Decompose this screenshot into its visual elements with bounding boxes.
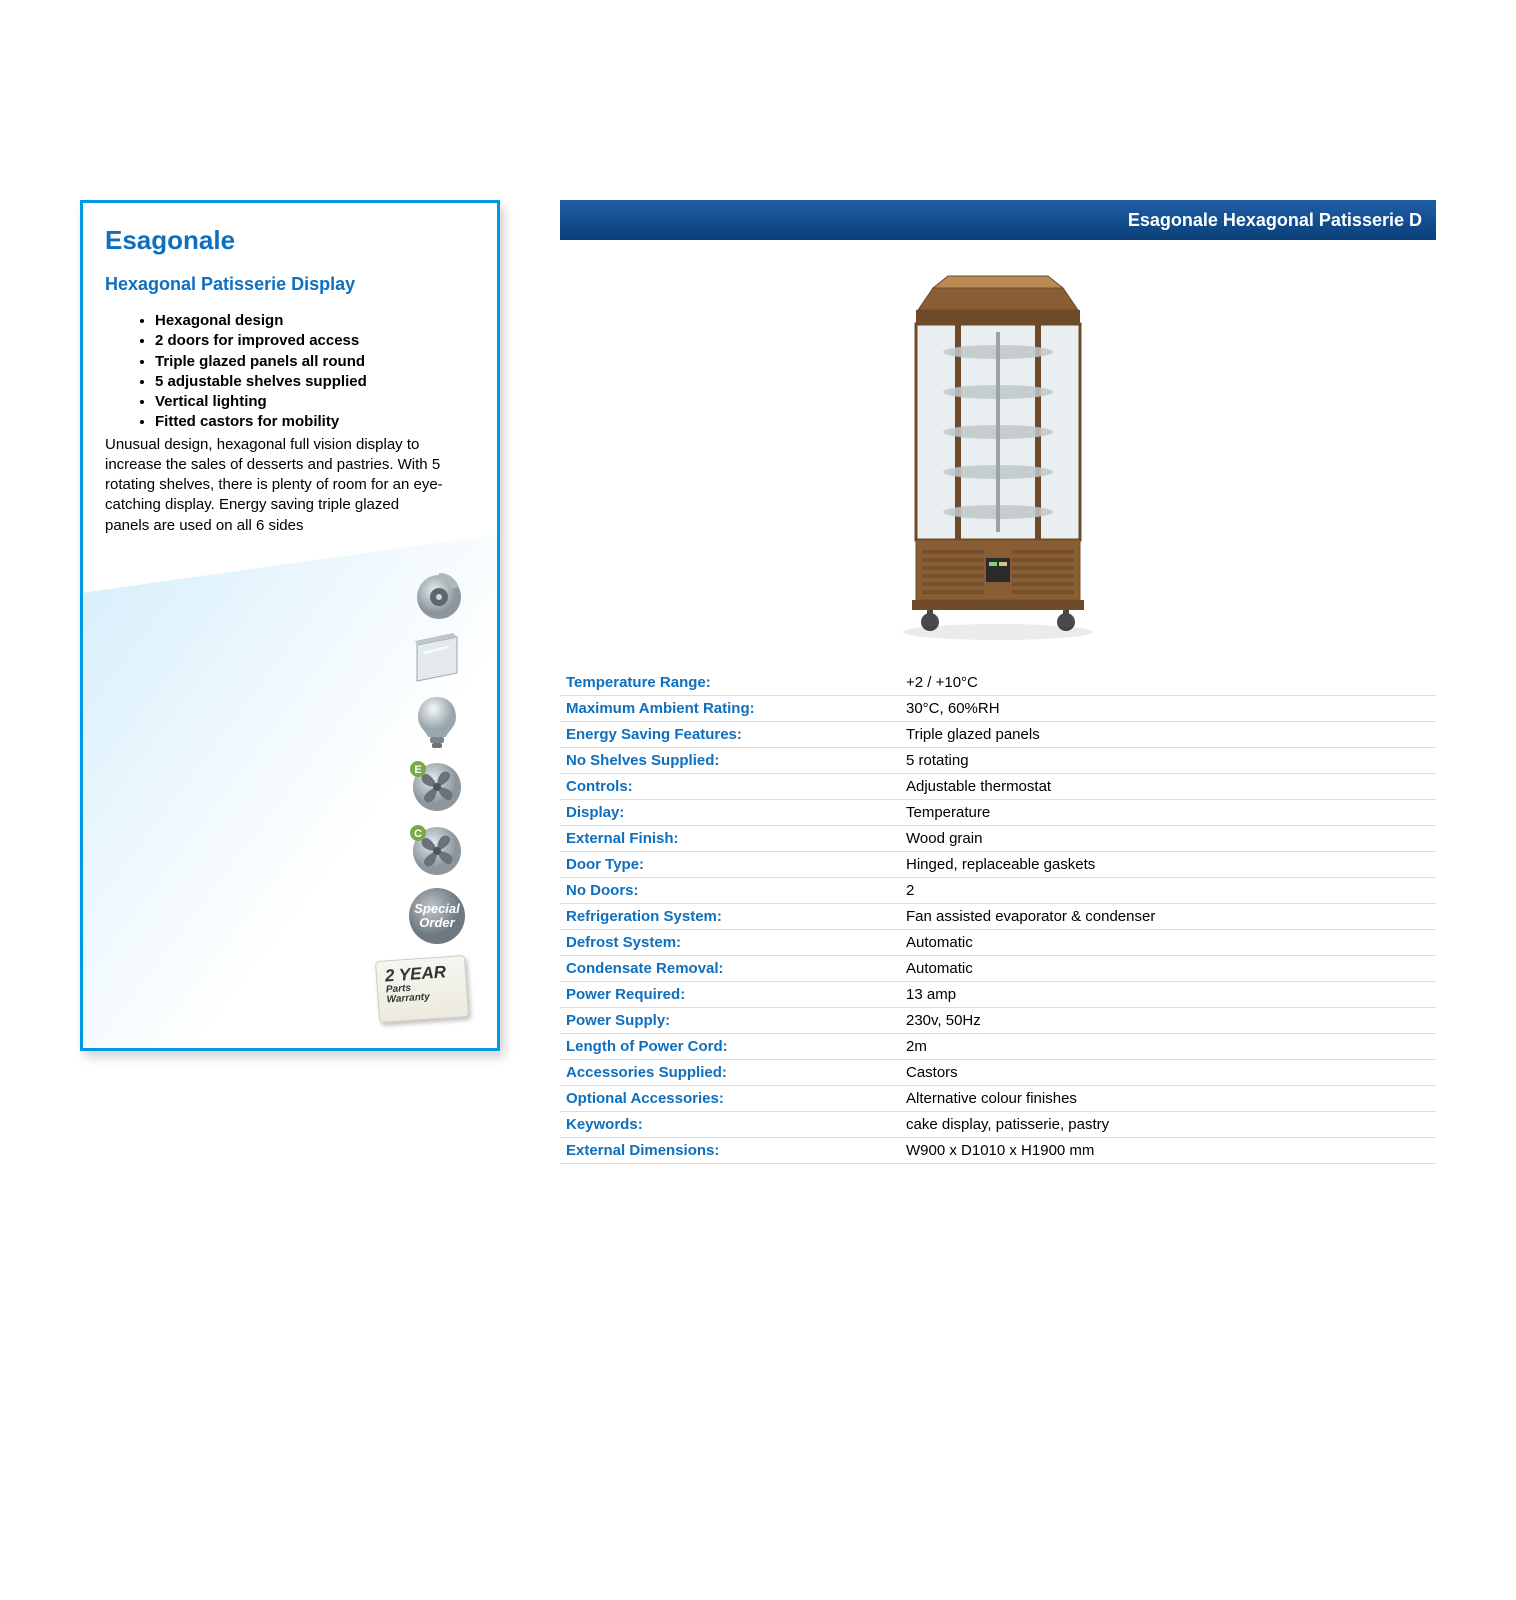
spec-label: External Dimensions: [560,1138,900,1164]
spec-value: Adjustable thermostat [900,774,1436,800]
left-panel-container: Esagonale Hexagonal Patisserie Display H… [80,200,500,1164]
spec-row: Refrigeration System:Fan assisted evapor… [560,904,1436,930]
warranty-badge: 2 YEAR Parts Warranty [375,955,469,1023]
spec-value: 5 rotating [900,748,1436,774]
left-panel-subtitle: Hexagonal Patisserie Display [105,274,475,295]
feature-bullet: Hexagonal design [155,311,475,331]
spec-row: Condensate Removal:Automatic [560,956,1436,982]
spec-value: Fan assisted evaporator & condenser [900,904,1436,930]
feature-icon-strip: E C [105,566,475,1020]
svg-text:E: E [414,764,421,776]
spec-row: No Doors:2 [560,878,1436,904]
spec-label: Power Required: [560,982,900,1008]
warranty-line1: 2 YEAR [384,962,446,985]
spec-value: Temperature [900,800,1436,826]
spec-label: Controls: [560,774,900,800]
spec-label: Optional Accessories: [560,1086,900,1112]
spec-row: External Finish:Wood grain [560,826,1436,852]
spec-row: No Shelves Supplied:5 rotating [560,748,1436,774]
spec-value: +2 / +10°C [900,670,1436,696]
spec-label: Power Supply: [560,1008,900,1034]
svg-text:C: C [414,828,422,840]
feature-bullet-list: Hexagonal design 2 doors for improved ac… [105,311,475,433]
title-bar-text: Esagonale Hexagonal Patisserie D [1128,210,1422,231]
spec-value: Automatic [900,930,1436,956]
spec-row: External Dimensions:W900 x D1010 x H1900… [560,1138,1436,1164]
spec-value: 2 [900,878,1436,904]
special-order-icon: Special Order [407,886,467,946]
spec-row: Controls:Adjustable thermostat [560,774,1436,800]
spec-label: Display: [560,800,900,826]
spec-row: Accessories Supplied:Castors [560,1060,1436,1086]
spec-row: Maximum Ambient Rating:30°C, 60%RH [560,696,1436,722]
castor-icon [407,566,467,624]
spec-row: Display:Temperature [560,800,1436,826]
spec-label: No Shelves Supplied: [560,748,900,774]
spec-row: Energy Saving Features:Triple glazed pan… [560,722,1436,748]
spec-label: Temperature Range: [560,670,900,696]
right-column: Esagonale Hexagonal Patisserie D Tempera… [560,200,1436,1164]
spec-value: Alternative colour finishes [900,1086,1436,1112]
spec-row: Power Required:13 amp [560,982,1436,1008]
spec-value: 30°C, 60%RH [900,696,1436,722]
spec-row: Temperature Range:+2 / +10°C [560,670,1436,696]
spec-value: Triple glazed panels [900,722,1436,748]
feature-bullet: Fitted castors for mobility [155,412,475,432]
spec-label: Accessories Supplied: [560,1060,900,1086]
lighting-icon [407,694,467,752]
spec-value: 230v, 50Hz [900,1008,1436,1034]
left-panel-title: Esagonale [105,225,475,256]
condenser-fan-icon: C [407,822,467,880]
spec-label: Length of Power Cord: [560,1034,900,1060]
spec-table: Temperature Range:+2 / +10°CMaximum Ambi… [560,670,1436,1164]
spec-value: Automatic [900,956,1436,982]
feature-bullet: Triple glazed panels all round [155,352,475,372]
spec-value: cake display, patisserie, pastry [900,1112,1436,1138]
spec-value: Wood grain [900,826,1436,852]
feature-bullet: 5 adjustable shelves supplied [155,372,475,392]
feature-bullet: 2 doors for improved access [155,331,475,351]
spec-row: Keywords:cake display, patisserie, pastr… [560,1112,1436,1138]
spec-label: Maximum Ambient Rating: [560,696,900,722]
spec-value: 13 amp [900,982,1436,1008]
spec-label: Defrost System: [560,930,900,956]
spec-label: Door Type: [560,852,900,878]
feature-bullet: Vertical lighting [155,392,475,412]
spec-value: Castors [900,1060,1436,1086]
product-illustration [560,270,1436,640]
spec-value: 2m [900,1034,1436,1060]
spec-row: Length of Power Cord:2m [560,1034,1436,1060]
spec-label: No Doors: [560,878,900,904]
spec-row: Power Supply:230v, 50Hz [560,1008,1436,1034]
glazed-panel-icon [407,630,467,688]
spec-row: Optional Accessories:Alternative colour … [560,1086,1436,1112]
spec-row: Door Type:Hinged, replaceable gaskets [560,852,1436,878]
spec-label: Refrigeration System: [560,904,900,930]
spec-row: Defrost System:Automatic [560,930,1436,956]
spec-label: External Finish: [560,826,900,852]
left-panel: Esagonale Hexagonal Patisserie Display H… [80,200,500,1051]
svg-text:Order: Order [419,915,455,930]
spec-label: Energy Saving Features: [560,722,900,748]
spec-value: Hinged, replaceable gaskets [900,852,1436,878]
evaporator-fan-icon: E [407,758,467,816]
title-bar: Esagonale Hexagonal Patisserie D [560,200,1436,240]
spec-value: W900 x D1010 x H1900 mm [900,1138,1436,1164]
spec-label: Condensate Removal: [560,956,900,982]
left-panel-description: Unusual design, hexagonal full vision di… [105,435,445,536]
spec-label: Keywords: [560,1112,900,1138]
svg-text:Special: Special [414,901,460,916]
